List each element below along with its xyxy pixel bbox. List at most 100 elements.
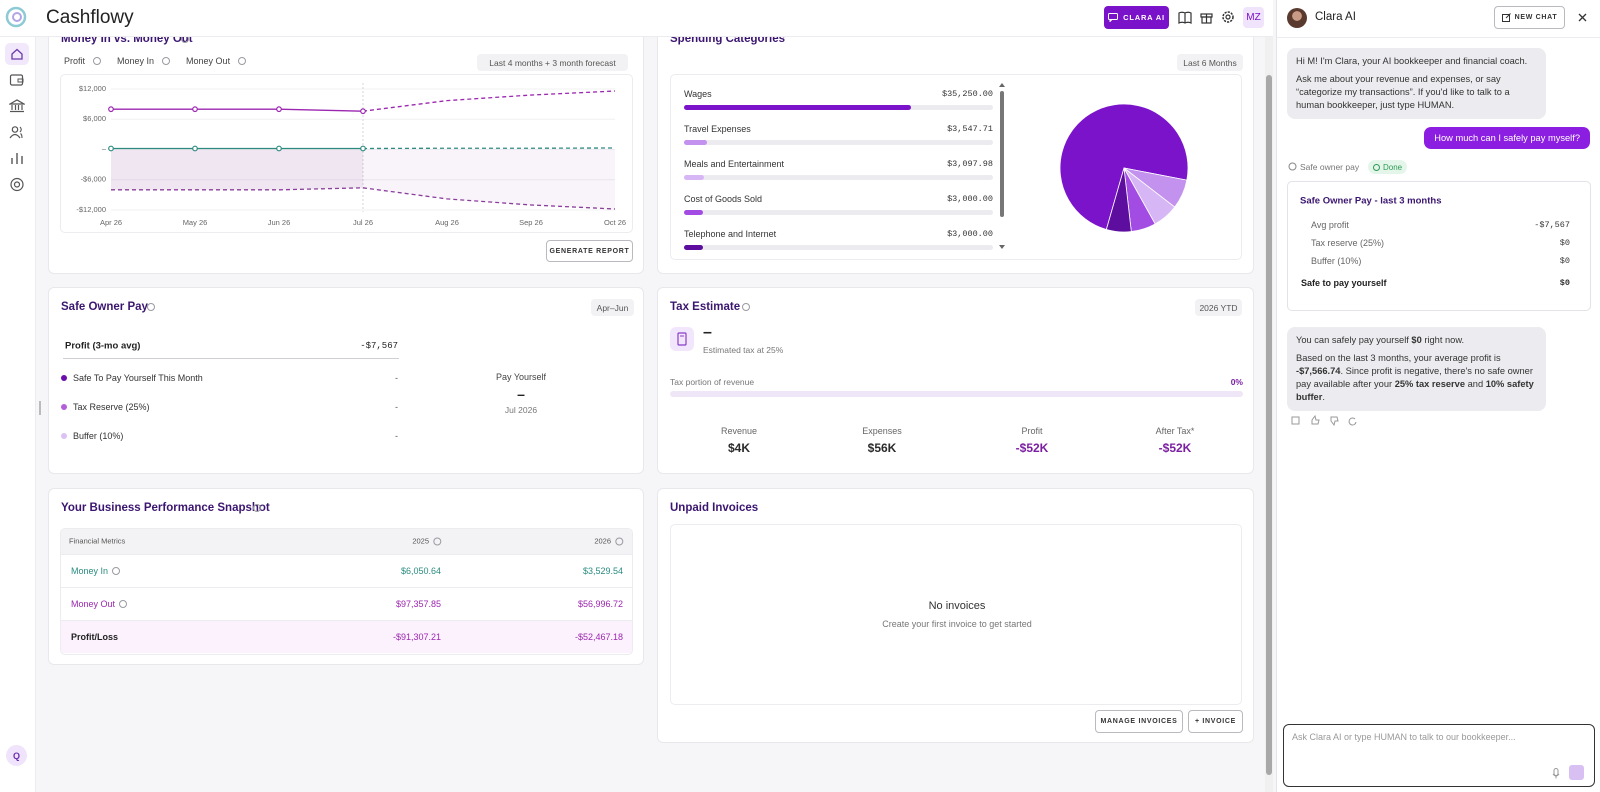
info-icon[interactable] [162,57,171,65]
portion-value: 0% [1230,377,1243,387]
info-icon[interactable] [742,303,750,311]
sidebar: Q [0,37,41,792]
top-bar: Cashflowy CLARA AI MZ [0,0,1273,37]
user-avatar[interactable]: MZ [1243,7,1264,28]
stat-value: -$52K [1158,441,1192,455]
info-icon[interactable] [238,57,247,65]
series-line [362,147,616,150]
tool-status: Done [1368,160,1408,174]
user-badge[interactable]: Q [6,745,27,766]
dislike-button[interactable] [1330,416,1339,427]
table-cell: Money In [71,566,121,576]
clara-ai-button[interactable]: CLARA AI [1104,6,1169,29]
pie-chart [1059,103,1189,233]
generate-report-button[interactable]: GENERATE REPORT [546,240,633,262]
item-dot [61,375,67,381]
like-button[interactable] [1311,415,1320,425]
invoices-card: Unpaid Invoices No invoices Create your … [657,488,1254,743]
cell-text: $56,996.72 [577,599,623,609]
divider [63,358,399,359]
user-badge-text: Q [12,750,20,761]
period-label: Last 6 Months [1183,57,1237,68]
message-text: $0 [1411,335,1422,345]
brand[interactable]: Cashflowy [46,7,134,28]
info-icon[interactable] [253,504,261,512]
profit-label: Profit (3-mo avg) [65,340,141,352]
nav-help[interactable] [9,177,25,192]
y-tick-label: -$6,000 [81,175,106,184]
info-icon[interactable] [119,600,128,608]
legend-item: Profit [60,56,102,66]
info-icon[interactable] [147,303,155,311]
item-label: Tax Reserve (25%) [73,402,150,412]
nav-reports[interactable] [9,151,25,165]
table-cell: $56,996.72 [578,599,623,609]
main-scrollbar[interactable] [1265,37,1273,792]
cell-text: Money Out [71,599,116,609]
manage-invoices-button[interactable]: MANAGE INVOICES [1095,710,1183,733]
logo[interactable] [5,6,27,28]
nav-people[interactable] [9,125,25,139]
list-scrollbar[interactable] [997,83,1007,251]
header-text: 2026 [594,536,611,546]
stat-label: Revenue [720,426,758,436]
message-text: and [1465,379,1486,389]
mic-button[interactable] [1552,768,1560,779]
info-icon[interactable] [93,57,102,65]
data-point [276,145,282,152]
scroll-thumb[interactable] [1266,75,1272,775]
nav-wallet[interactable] [9,73,25,87]
info-icon[interactable] [112,567,121,575]
new-chat-button[interactable]: NEW CHAT [1494,6,1565,29]
send-button[interactable] [1569,765,1584,780]
nav-home[interactable] [5,43,29,65]
data-point [108,145,114,152]
x-tick-label: Aug 26 [435,218,459,227]
category-amount: $35,250.00 [941,89,993,99]
series-line [111,108,364,112]
docs-icon[interactable] [1178,11,1192,24]
table-cell: Money Out [71,599,128,609]
nav-bank[interactable] [9,99,25,113]
sidebar-handle[interactable] [39,401,41,415]
period-label: Apr–Jun [596,302,629,313]
chat-input[interactable]: Ask Clara AI or type HUMAN to talk to ou… [1283,724,1595,787]
info-icon[interactable] [181,37,189,43]
clara-ai-label: CLARA AI [1123,13,1165,22]
period-pill[interactable]: 2026 YTD [1195,299,1242,316]
gift-icon[interactable] [1200,10,1213,24]
period-pill[interactable]: Apr–Jun [591,299,634,316]
legend-label: Profit [64,56,86,66]
pay-date: Jul 2026 [504,405,538,415]
settings-icon[interactable] [1221,10,1235,24]
header-cell: Financial Metrics [69,537,125,546]
close-button[interactable] [1578,13,1587,22]
button-label: NEW CHAT [1514,14,1558,21]
category-track [684,140,993,145]
info-icon[interactable] [433,537,441,545]
message-paragraph: You can safely pay yourself $0 right now… [1296,334,1537,347]
chat-icon [1108,13,1119,22]
category-amount: $3,547.71 [947,124,993,134]
pay-label: Pay Yourself [495,372,547,382]
message-text: -$7,566.74 [1296,366,1341,376]
snapshot-table: Financial Metrics 2025 2026 Money In $6,050.… [60,528,633,655]
input-placeholder: Ask Clara AI or type HUMAN to talk to ou… [1292,732,1516,742]
table-cell: -$52,467.18 [575,632,623,642]
y-tick-label: $12,000 [79,84,106,93]
category-list: Wages $35,250.00 Travel Expenses $3,547.71 M… [671,75,1001,259]
copy-button[interactable] [1291,416,1300,425]
period-pill[interactable]: Last 6 Months [1177,54,1243,71]
table-cell: $6,050.64 [401,566,441,576]
info-icon[interactable] [615,537,623,545]
message-paragraph: Ask me about your revenue and expenses, … [1296,74,1510,110]
period-pill[interactable]: Last 4 months + 3 month forecast [477,54,628,71]
item-value: - [395,373,398,383]
legend-label: Money In [117,56,155,66]
data-point [192,106,198,113]
add-invoice-button[interactable]: + INVOICE [1188,710,1243,733]
retry-button[interactable] [1348,417,1357,426]
category-amount: $3,097.98 [947,159,993,169]
summary-label: Avg profit [1311,220,1349,230]
